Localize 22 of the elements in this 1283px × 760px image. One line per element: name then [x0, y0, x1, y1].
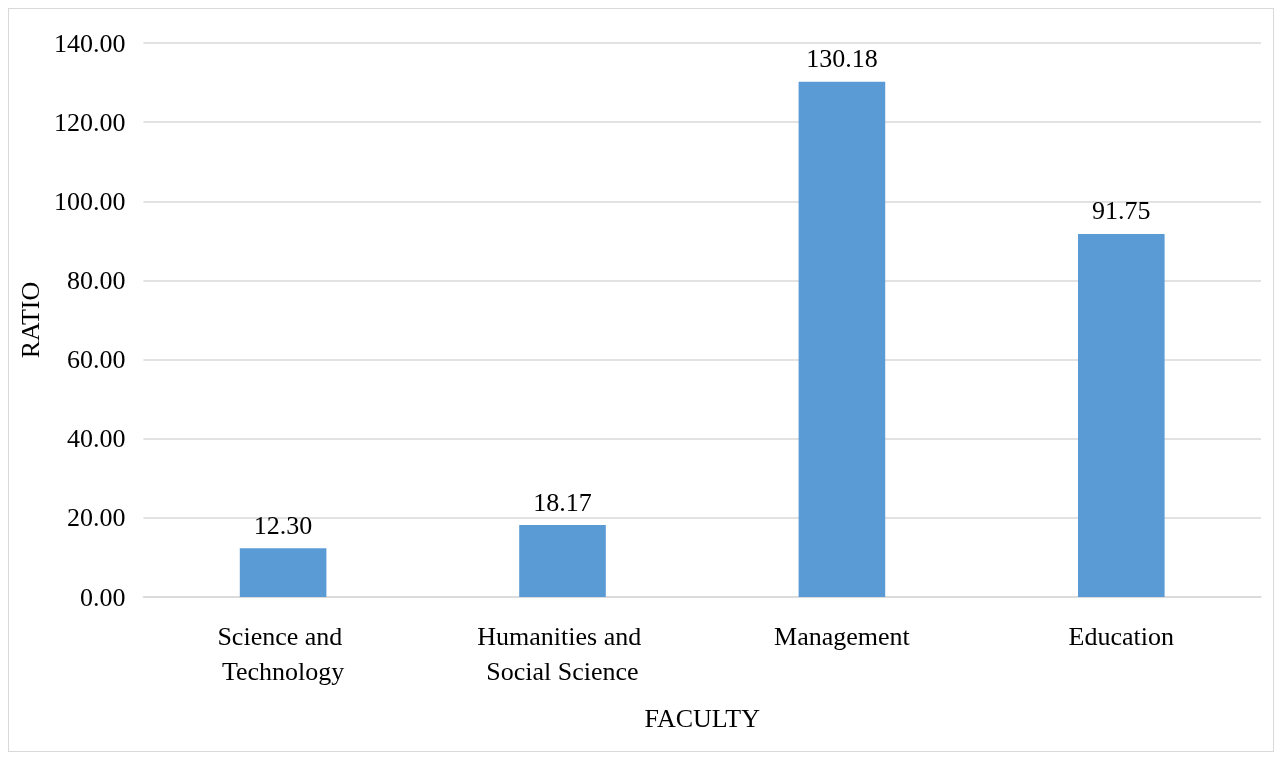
data-label: 12.30 [253, 510, 313, 540]
data-label: 91.75 [1092, 196, 1151, 226]
y-tick-label: 80.00 [66, 265, 126, 295]
bar [798, 81, 886, 597]
x-tick-label: Management [774, 622, 911, 651]
y-tick-label: 20.00 [66, 503, 126, 533]
y-tick-label: 120.00 [53, 107, 126, 137]
y-tick-label: 140.00 [53, 28, 126, 58]
bar [239, 548, 327, 597]
x-tick-label: Science and Technology [217, 622, 349, 686]
data-label: 130.18 [806, 44, 878, 74]
y-axis-title: RATIO [15, 281, 45, 359]
y-tick-label: 40.00 [66, 424, 126, 454]
bar [519, 525, 606, 597]
x-axis-title: FACULTY [644, 703, 761, 733]
y-tick-label: 60.00 [66, 345, 126, 375]
x-tick-label: Humanities and Social Science [477, 622, 648, 686]
x-tick-label: Education [1068, 622, 1175, 651]
y-tick-label: 0.00 [79, 582, 126, 612]
data-label: 18.17 [533, 487, 592, 517]
bar [1077, 233, 1165, 597]
y-tick-label: 100.00 [53, 186, 126, 216]
